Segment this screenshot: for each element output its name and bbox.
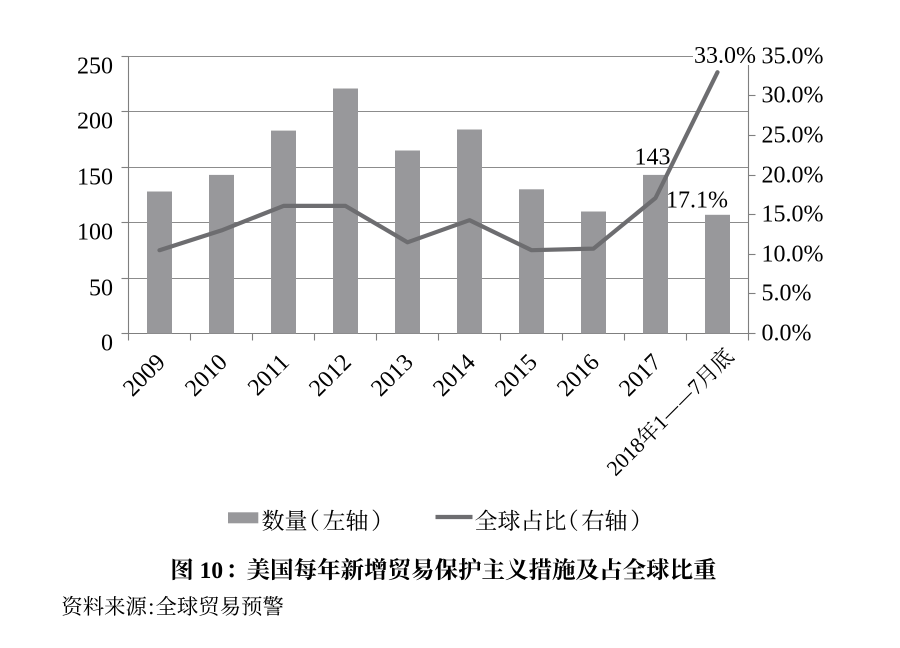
svg-text:10.0%: 10.0%: [762, 242, 824, 268]
svg-text:150: 150: [77, 165, 113, 191]
svg-text:100: 100: [77, 220, 113, 246]
svg-text:33.0%: 33.0%: [694, 43, 756, 69]
svg-text:17.1%: 17.1%: [666, 187, 728, 213]
svg-text:200: 200: [77, 109, 113, 135]
svg-text:5.0%: 5.0%: [762, 281, 812, 307]
svg-text:0.0%: 0.0%: [762, 321, 812, 347]
svg-text:20.0%: 20.0%: [762, 163, 824, 189]
svg-text:30.0%: 30.0%: [762, 83, 824, 109]
svg-text:0: 0: [101, 331, 113, 357]
svg-text:15.0%: 15.0%: [762, 202, 824, 228]
svg-text:50: 50: [89, 276, 113, 302]
svg-text:143: 143: [635, 145, 671, 171]
svg-text:250: 250: [77, 54, 113, 80]
svg-text:35.0%: 35.0%: [762, 44, 824, 70]
svg-text:25.0%: 25.0%: [762, 123, 824, 149]
